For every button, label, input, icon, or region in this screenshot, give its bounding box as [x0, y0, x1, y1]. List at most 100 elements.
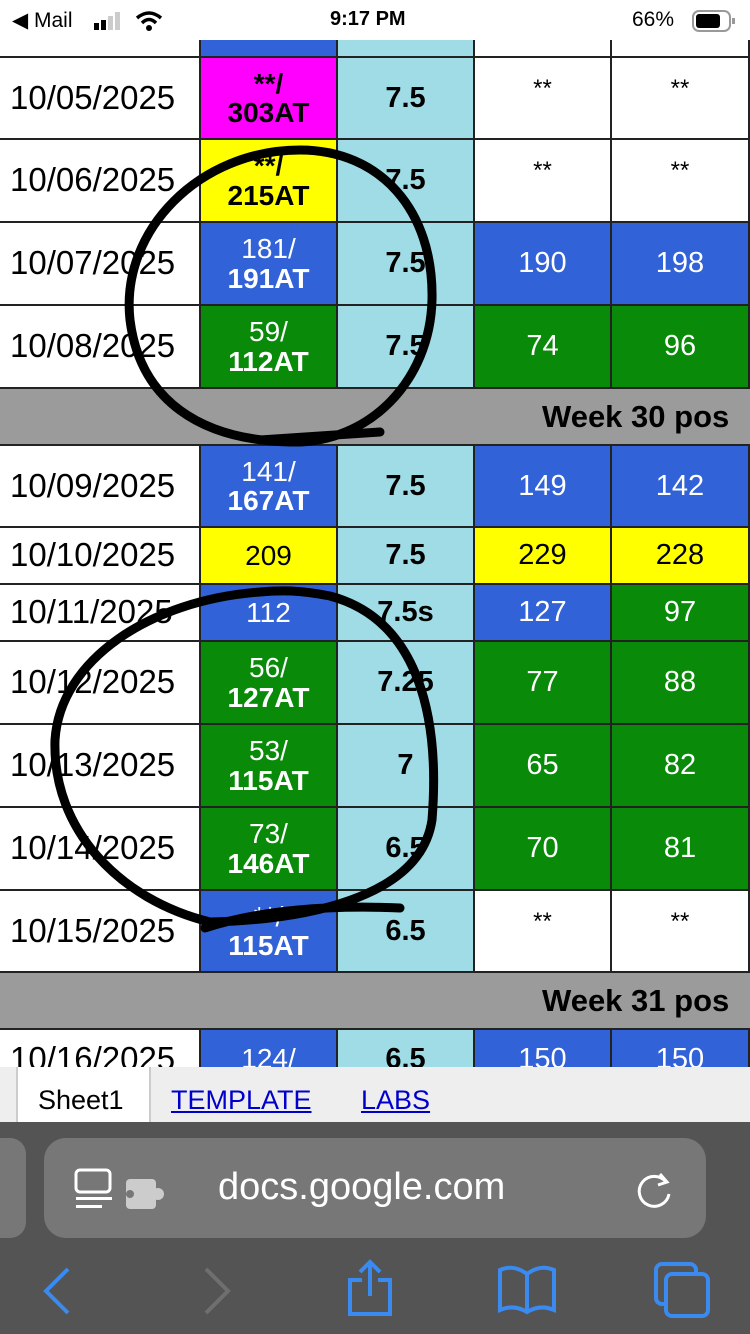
dose-cell[interactable]: 7: [338, 725, 475, 806]
tabs-icon[interactable]: [652, 1260, 712, 1325]
value-top: 56/: [249, 652, 288, 684]
back-to-mail[interactable]: ◀ Mail: [12, 9, 73, 32]
battery-percent: 66%: [632, 8, 675, 31]
value-cell[interactable]: 53/115AT: [201, 725, 338, 806]
value-cell[interactable]: 73/146AT: [201, 808, 338, 889]
spreadsheet-grid[interactable]: 10/05/2025 **/303AT 7.5 ** ** 10/06/2025 **/21…: [0, 40, 750, 1067]
date-text: 10/06/2025: [10, 161, 176, 199]
reading-cell-2[interactable]: **: [612, 891, 750, 971]
address-bar[interactable]: docs.google.com: [44, 1138, 706, 1238]
reading-cell-1[interactable]: **: [475, 140, 612, 221]
value-cell[interactable]: **/303AT: [201, 58, 338, 138]
dose-cell[interactable]: 7.5: [338, 306, 475, 387]
date-text: 10/12/2025: [10, 663, 176, 701]
date-cell[interactable]: 10/13/2025: [0, 725, 201, 806]
value-cell[interactable]: 141/167AT: [201, 446, 338, 526]
reading-cell-1[interactable]: 149: [475, 446, 612, 526]
date-text: 10/14/2025: [10, 829, 176, 867]
reading-cell-1[interactable]: **: [475, 58, 612, 138]
table-row: 10/14/2025 73/146AT 6.5 70 81: [0, 808, 750, 891]
value-cell[interactable]: 59/112AT: [201, 306, 338, 387]
dose-cell[interactable]: 7.5: [338, 58, 475, 138]
table-row: 10/08/2025 59/112AT 7.5 74 96: [0, 306, 750, 389]
date-cell[interactable]: 10/12/2025: [0, 642, 201, 723]
reading-text: 127: [518, 596, 567, 629]
dose-text: 6.5: [385, 914, 426, 947]
reading-cell-1[interactable]: 74: [475, 306, 612, 387]
reading-text: 96: [663, 330, 697, 363]
reading-cell-2[interactable]: 88: [612, 642, 750, 723]
dose-cell[interactable]: 7.5: [338, 140, 475, 221]
forward-icon[interactable]: [200, 1266, 234, 1321]
date-cell[interactable]: 10/06/2025: [0, 140, 201, 221]
value-cell[interactable]: 209: [201, 528, 338, 583]
value-cell[interactable]: 56/127AT: [201, 642, 338, 723]
dose-cell[interactable]: 7.5: [338, 446, 475, 526]
date-cell[interactable]: 10/08/2025: [0, 306, 201, 387]
dose-cell[interactable]: 6.5: [338, 808, 475, 889]
dose-cell[interactable]: 7.5: [338, 223, 475, 304]
date-cell[interactable]: 10/11/2025: [0, 585, 201, 640]
reading-text: 82: [663, 749, 697, 782]
reading-text: 228: [655, 539, 705, 572]
reading-cell-2[interactable]: 142: [612, 446, 750, 526]
date-cell[interactable]: 10/07/2025: [0, 223, 201, 304]
tab-labs[interactable]: LABS: [361, 1085, 431, 1115]
date-cell[interactable]: 10/16/2025: [0, 1030, 201, 1067]
reading-cell-1[interactable]: 77: [475, 642, 612, 723]
dose-cell[interactable]: 6.5: [338, 1030, 475, 1067]
reading-cell-2[interactable]: 97: [612, 585, 750, 640]
reading-cell-1[interactable]: 229: [475, 528, 612, 583]
previous-tab-preview[interactable]: [0, 1138, 26, 1238]
reload-icon[interactable]: [636, 1170, 676, 1220]
dose-cell[interactable]: 7.25: [338, 642, 475, 723]
date-text: 10/07/2025: [10, 244, 176, 282]
table-row-partial: [0, 40, 750, 58]
reading-text: 81: [663, 832, 697, 865]
reading-cell-1[interactable]: 65: [475, 725, 612, 806]
reading-text: **: [533, 908, 552, 935]
value-cell[interactable]: 181/191AT: [201, 223, 338, 304]
tab-sheet1[interactable]: Sheet1: [16, 1067, 151, 1122]
reader-page-menu-icon[interactable]: [74, 1168, 114, 1220]
reading-cell-2[interactable]: 228: [612, 528, 750, 583]
reading-cell-1[interactable]: 70: [475, 808, 612, 889]
date-cell[interactable]: 10/05/2025: [0, 58, 201, 138]
reading-text: 142: [655, 469, 705, 502]
reading-text: 70: [526, 832, 559, 865]
dose-cell[interactable]: 7.5s: [338, 585, 475, 640]
reading-text: **: [670, 75, 690, 102]
reading-text: 77: [526, 666, 559, 699]
dose-cell[interactable]: 7.5: [338, 528, 475, 583]
reading-cell-1[interactable]: **: [475, 891, 612, 971]
reading-cell-2[interactable]: **: [612, 58, 750, 138]
reading-cell-1[interactable]: 127: [475, 585, 612, 640]
bookmarks-icon[interactable]: [496, 1264, 558, 1321]
reading-text: 190: [518, 247, 567, 280]
tab-template[interactable]: TEMPLATE: [171, 1085, 312, 1115]
value-top: **/: [253, 67, 284, 99]
value-cell[interactable]: **/215AT: [201, 140, 338, 221]
extension-puzzle-icon[interactable]: [126, 1176, 166, 1219]
date-cell[interactable]: 10/10/2025: [0, 528, 201, 583]
reading-cell-2[interactable]: 96: [612, 306, 750, 387]
sheet-tabs-bar: Sheet1 TEMPLATE LABS: [0, 1067, 750, 1122]
reading-cell-2[interactable]: 150: [612, 1030, 750, 1067]
dose-text: 7.5: [385, 469, 426, 502]
reading-cell-2[interactable]: 81: [612, 808, 750, 889]
value-cell[interactable]: 124/: [201, 1030, 338, 1067]
dose-cell[interactable]: 6.5: [338, 891, 475, 971]
reading-cell-2[interactable]: 198: [612, 223, 750, 304]
reading-cell-2[interactable]: **: [612, 140, 750, 221]
date-cell[interactable]: 10/14/2025: [0, 808, 201, 889]
date-cell[interactable]: 10/15/2025: [0, 891, 201, 971]
share-icon[interactable]: [344, 1258, 396, 1323]
value-cell[interactable]: **/115AT: [201, 891, 338, 971]
cellular-signal-icon: [94, 12, 124, 36]
reading-cell-2[interactable]: 82: [612, 725, 750, 806]
reading-cell-1[interactable]: 150: [475, 1030, 612, 1067]
date-cell[interactable]: 10/09/2025: [0, 446, 201, 526]
value-cell[interactable]: 112: [201, 585, 338, 640]
reading-cell-1[interactable]: 190: [475, 223, 612, 304]
back-icon[interactable]: [40, 1266, 74, 1321]
